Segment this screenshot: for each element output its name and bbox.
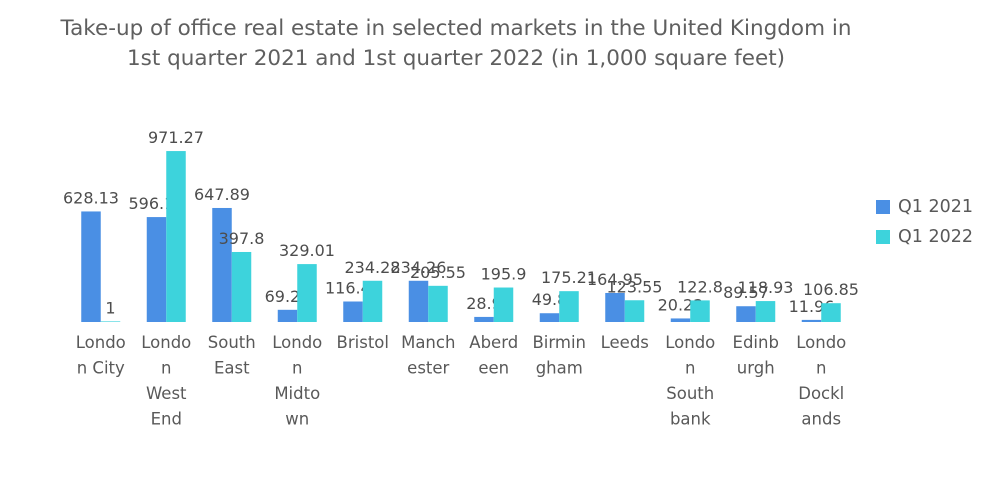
data-label-1-6: 28.9 [466,294,502,313]
category-label-1-1: n [161,359,171,378]
category-label-4-0: Bristol [337,333,389,352]
bar-1-1 [146,217,167,322]
bar-2-7 [559,291,579,322]
bar-1-10 [736,306,756,322]
category-label-9-1: n [685,359,695,378]
category-label-10-1: urgh [737,359,775,378]
category-label-3-0: Londo [272,333,322,352]
bar-2-2 [231,251,252,322]
category-label-9-3: bank [670,410,711,429]
data-label-1-7: 49.8 [532,290,568,309]
bar-1-11 [801,319,822,322]
legend-swatch-q1-2022 [876,230,890,244]
bar-2-4 [362,280,383,322]
chart-title-line-2: 1st quarter 2021 and 1st quarter 2022 (i… [126,46,786,71]
category-label-3-2: Midto [274,384,320,403]
data-label-2-3: 329.01 [279,241,335,260]
category-label-9-0: Londo [665,333,715,352]
bar-1-4 [343,301,363,322]
category-label-6-0: Aberd [469,333,518,352]
bar-1-8 [605,292,625,322]
data-label-2-0: 1 [105,298,115,317]
data-label-2-5: 205.55 [410,263,466,282]
data-label-1-0: 628.13 [63,188,119,207]
category-label-5-1: ester [407,359,449,378]
category-label-9-2: South [666,384,714,403]
bar-2-0 [100,321,121,322]
legend-swatch-q1-2021 [876,200,890,214]
category-label-2-1: East [214,359,250,378]
category-label-3-3: wn [285,410,309,429]
data-label-2-6: 195.9 [481,265,527,284]
data-label-2-4: 234.28 [345,258,401,277]
bar-1-2 [212,207,232,322]
bar-2-10 [755,301,776,322]
category-label-11-1: n [816,359,826,378]
category-label-2-0: South [208,333,256,352]
data-label-1-5: 234.26 [391,258,447,277]
bar-2-11 [821,303,841,322]
legend: Q1 2021 Q1 2022 [876,192,973,252]
bar-2-5 [428,285,448,322]
data-label-2-7: 175.21 [541,268,597,287]
bar-1-9 [670,318,691,322]
data-label-1-10: 89.57 [723,283,769,302]
bar-1-3 [277,309,298,322]
category-label-7-0: Birmin [532,333,586,352]
category-label-11-3: ands [801,410,841,429]
category-label-3-1: n [292,359,302,378]
data-label-1-8: 164.95 [587,270,643,289]
category-label-8-0: Leeds [601,333,649,352]
category-label-7-1: gham [536,359,583,378]
bar-1-0 [81,211,101,322]
category-label-1-3: End [151,410,182,429]
bar-1-7 [539,313,560,322]
bar-2-9 [690,300,710,322]
data-label-2-8: 123.55 [607,277,663,296]
bar-1-5 [408,280,429,322]
data-label-2-10: 118.93 [738,278,794,297]
legend-label-q1-2021: Q1 2021 [898,197,974,217]
category-label-11-2: Dockl [798,384,844,403]
data-label-2-9: 122.8 [677,277,723,296]
category-label-10-0: Edinb [733,333,779,352]
data-label-2-2: 397.8 [219,229,265,248]
chart-title: Take-up of office real estate in selecte… [0,14,912,74]
bar-1-6 [474,316,494,322]
data-label-2-11: 106.85 [803,280,859,299]
chart-title-line-1: Take-up of office real estate in selecte… [60,16,852,41]
category-label-0-0: Londo [76,333,126,352]
category-label-0-1: n City [77,359,125,378]
category-label-6-1: een [478,359,509,378]
category-label-1-2: West [146,384,187,403]
bar-2-8 [624,300,645,322]
bar-2-3 [297,264,317,322]
category-label-11-0: Londo [796,333,846,352]
category-label-1-0: Londo [141,333,191,352]
legend-item-q1-2021: Q1 2021 [876,192,973,222]
legend-item-q1-2022: Q1 2022 [876,222,973,252]
category-label-5-0: Manch [401,333,455,352]
bar-2-6 [493,287,514,322]
legend-label-q1-2022: Q1 2022 [898,227,974,247]
data-label-2-1: 971.27 [148,128,204,147]
data-label-1-2: 647.89 [194,185,250,204]
bar-2-1 [166,151,186,322]
